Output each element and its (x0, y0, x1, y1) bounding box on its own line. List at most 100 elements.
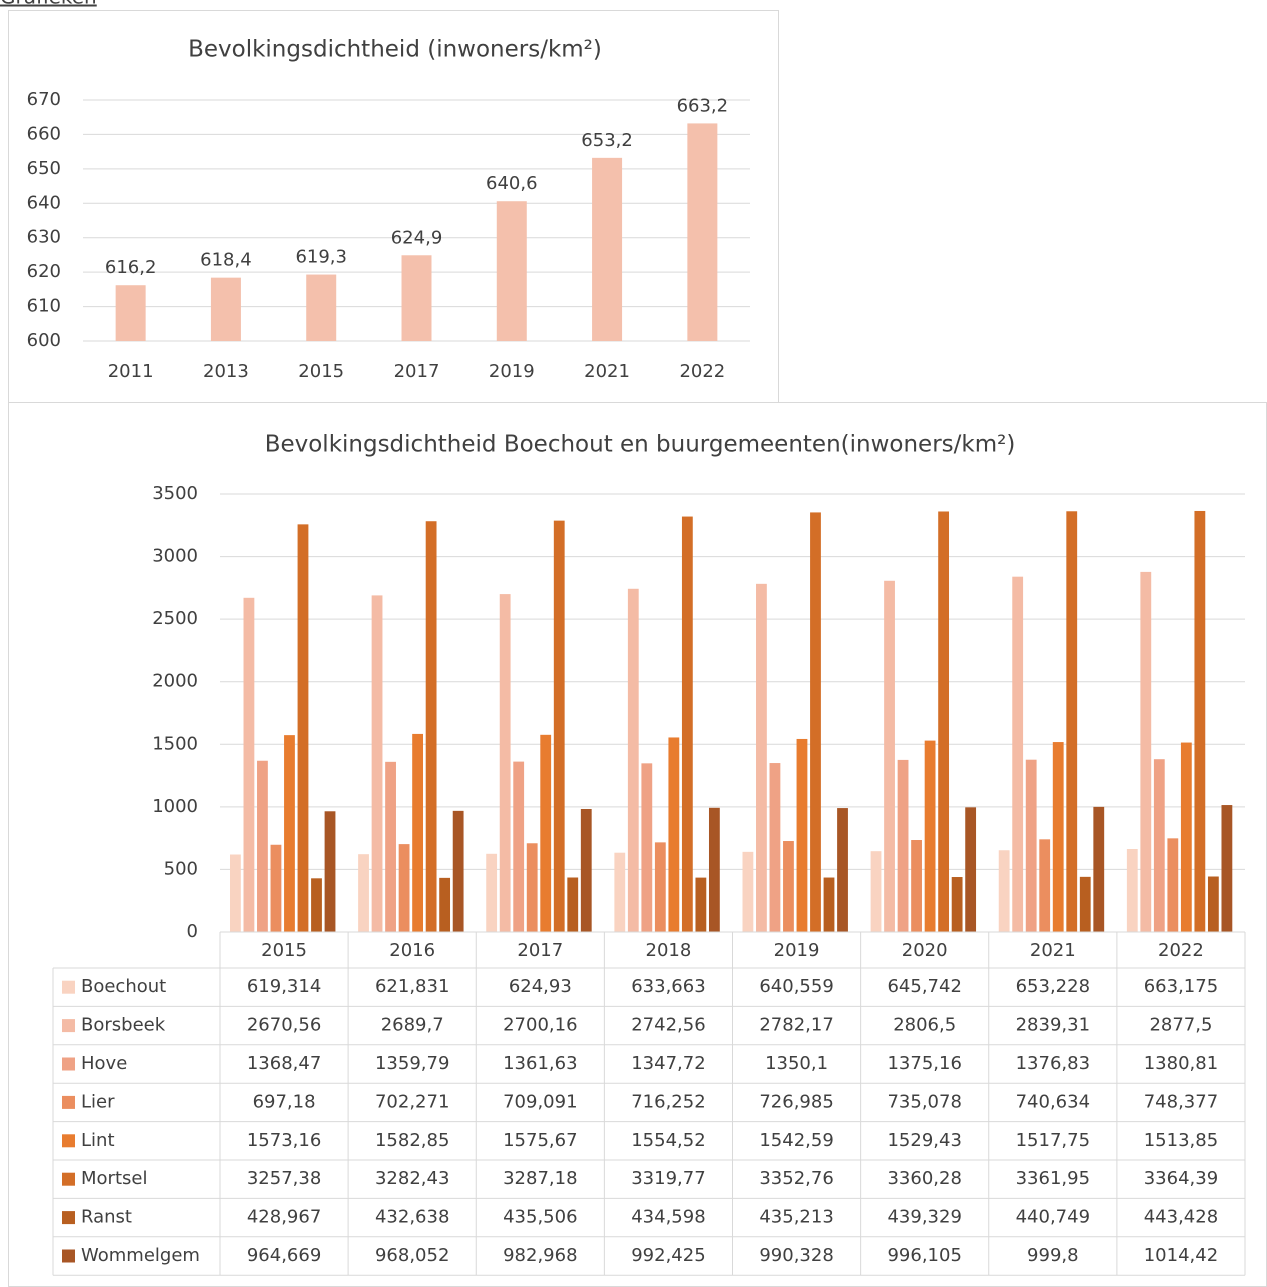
table-cell: 1554,52 (631, 1130, 705, 1151)
x-tick-label: 2019 (489, 361, 535, 382)
bar (627, 588, 639, 932)
table-cell: 3360,28 (887, 1168, 961, 1189)
legend-swatch (62, 1249, 75, 1263)
table-cell: 3319,77 (631, 1168, 705, 1189)
bar (1066, 511, 1078, 932)
bar (1025, 759, 1037, 932)
bar (257, 760, 268, 932)
bar (1180, 742, 1192, 932)
table-cell: 3352,76 (759, 1168, 833, 1189)
table-cell: 3282,43 (375, 1168, 449, 1189)
legend-swatch (62, 980, 75, 994)
y-tick-label: 2000 (152, 671, 198, 692)
bar (513, 761, 525, 932)
table-cell: 740,634 (1016, 1091, 1090, 1112)
bar (756, 583, 767, 932)
table-cell: 1347,72 (631, 1053, 705, 1074)
bar (810, 512, 821, 932)
x-tick-label: 2015 (298, 361, 344, 382)
bar (553, 520, 565, 932)
legend-swatch (62, 1057, 75, 1071)
table-cell: 633,663 (631, 976, 705, 997)
legend-label: Hove (81, 1053, 127, 1074)
table-cell: 2782,17 (759, 1015, 833, 1036)
legend-label: Lint (81, 1130, 115, 1151)
table-cell: 3257,38 (247, 1168, 321, 1189)
bar (496, 201, 527, 341)
table-cell: 1582,85 (375, 1130, 449, 1151)
x-tick-label: 2017 (517, 940, 563, 961)
bar (540, 734, 552, 932)
bar (1052, 742, 1064, 932)
y-tick-label: 3500 (152, 483, 198, 504)
table-cell: 1350,1 (765, 1053, 828, 1074)
legend-swatch (62, 1019, 75, 1033)
table-cell: 999,8 (1027, 1245, 1079, 1266)
data-label: 640,6 (486, 173, 538, 194)
bar (823, 877, 835, 932)
bar (425, 521, 437, 932)
table-cell: 435,506 (503, 1207, 577, 1228)
x-tick-label: 2011 (108, 361, 154, 382)
y-tick-label: 620 (27, 261, 61, 282)
table-cell: 1368,47 (247, 1053, 321, 1074)
y-tick-label: 640 (27, 192, 61, 213)
y-tick-label: 660 (27, 123, 61, 144)
legend-label: Boechout (81, 976, 166, 997)
x-tick-label: 2016 (389, 940, 435, 961)
y-tick-label: 630 (27, 227, 61, 248)
x-tick-label: 2015 (261, 940, 307, 961)
table-cell: 663,175 (1144, 976, 1218, 997)
table-cell: 697,18 (253, 1091, 316, 1112)
bar (742, 851, 754, 932)
table-cell: 2689,7 (381, 1015, 444, 1036)
table-cell: 435,213 (759, 1207, 833, 1228)
bar (284, 735, 295, 932)
bar (592, 157, 623, 341)
chart-title: Bevolkingsdichtheid Boechout en buurgeme… (265, 432, 1016, 458)
table-cell: 1575,67 (503, 1130, 577, 1151)
legend-label: Borsbeek (81, 1015, 166, 1036)
x-tick-label: 2020 (902, 940, 948, 961)
table-cell: 2670,56 (247, 1015, 321, 1036)
table-cell: 3361,95 (1016, 1168, 1090, 1189)
table-cell: 432,638 (375, 1207, 449, 1228)
bar (371, 595, 383, 932)
bar (965, 807, 977, 932)
bar (951, 877, 963, 932)
table-cell: 982,968 (503, 1245, 577, 1266)
legend-swatch (62, 1134, 75, 1148)
x-tick-label: 2021 (1030, 940, 1076, 961)
bar (837, 808, 848, 932)
bar (412, 733, 423, 932)
legend-label: Mortsel (81, 1168, 147, 1189)
x-tick-label: 2019 (774, 940, 820, 961)
bar (270, 844, 282, 932)
table-cell: 439,329 (887, 1207, 961, 1228)
table-cell: 1380,81 (1144, 1053, 1218, 1074)
x-tick-label: 2018 (646, 940, 692, 961)
data-label: 624,9 (391, 227, 443, 248)
data-label: 616,2 (105, 257, 157, 278)
bar (230, 854, 241, 932)
data-label: 653,2 (581, 130, 633, 151)
table-cell: 640,559 (759, 976, 833, 997)
y-tick-label: 650 (27, 158, 61, 179)
table-cell: 1359,79 (375, 1053, 449, 1074)
data-label: 618,4 (200, 250, 252, 271)
bar (452, 810, 464, 932)
table-cell: 3287,18 (503, 1168, 577, 1189)
y-tick-label: 2500 (152, 608, 198, 629)
chart-frame (8, 10, 779, 403)
bar (938, 511, 950, 932)
bar (1167, 838, 1179, 932)
bar (526, 843, 538, 932)
bar (486, 853, 498, 932)
table-cell: 748,377 (1144, 1091, 1218, 1112)
chart-title: Bevolkingsdichtheid (inwoners/km²) (188, 37, 602, 63)
table-cell: 428,967 (247, 1207, 321, 1228)
bar (311, 878, 322, 932)
bar (641, 763, 653, 932)
bar (210, 277, 241, 341)
